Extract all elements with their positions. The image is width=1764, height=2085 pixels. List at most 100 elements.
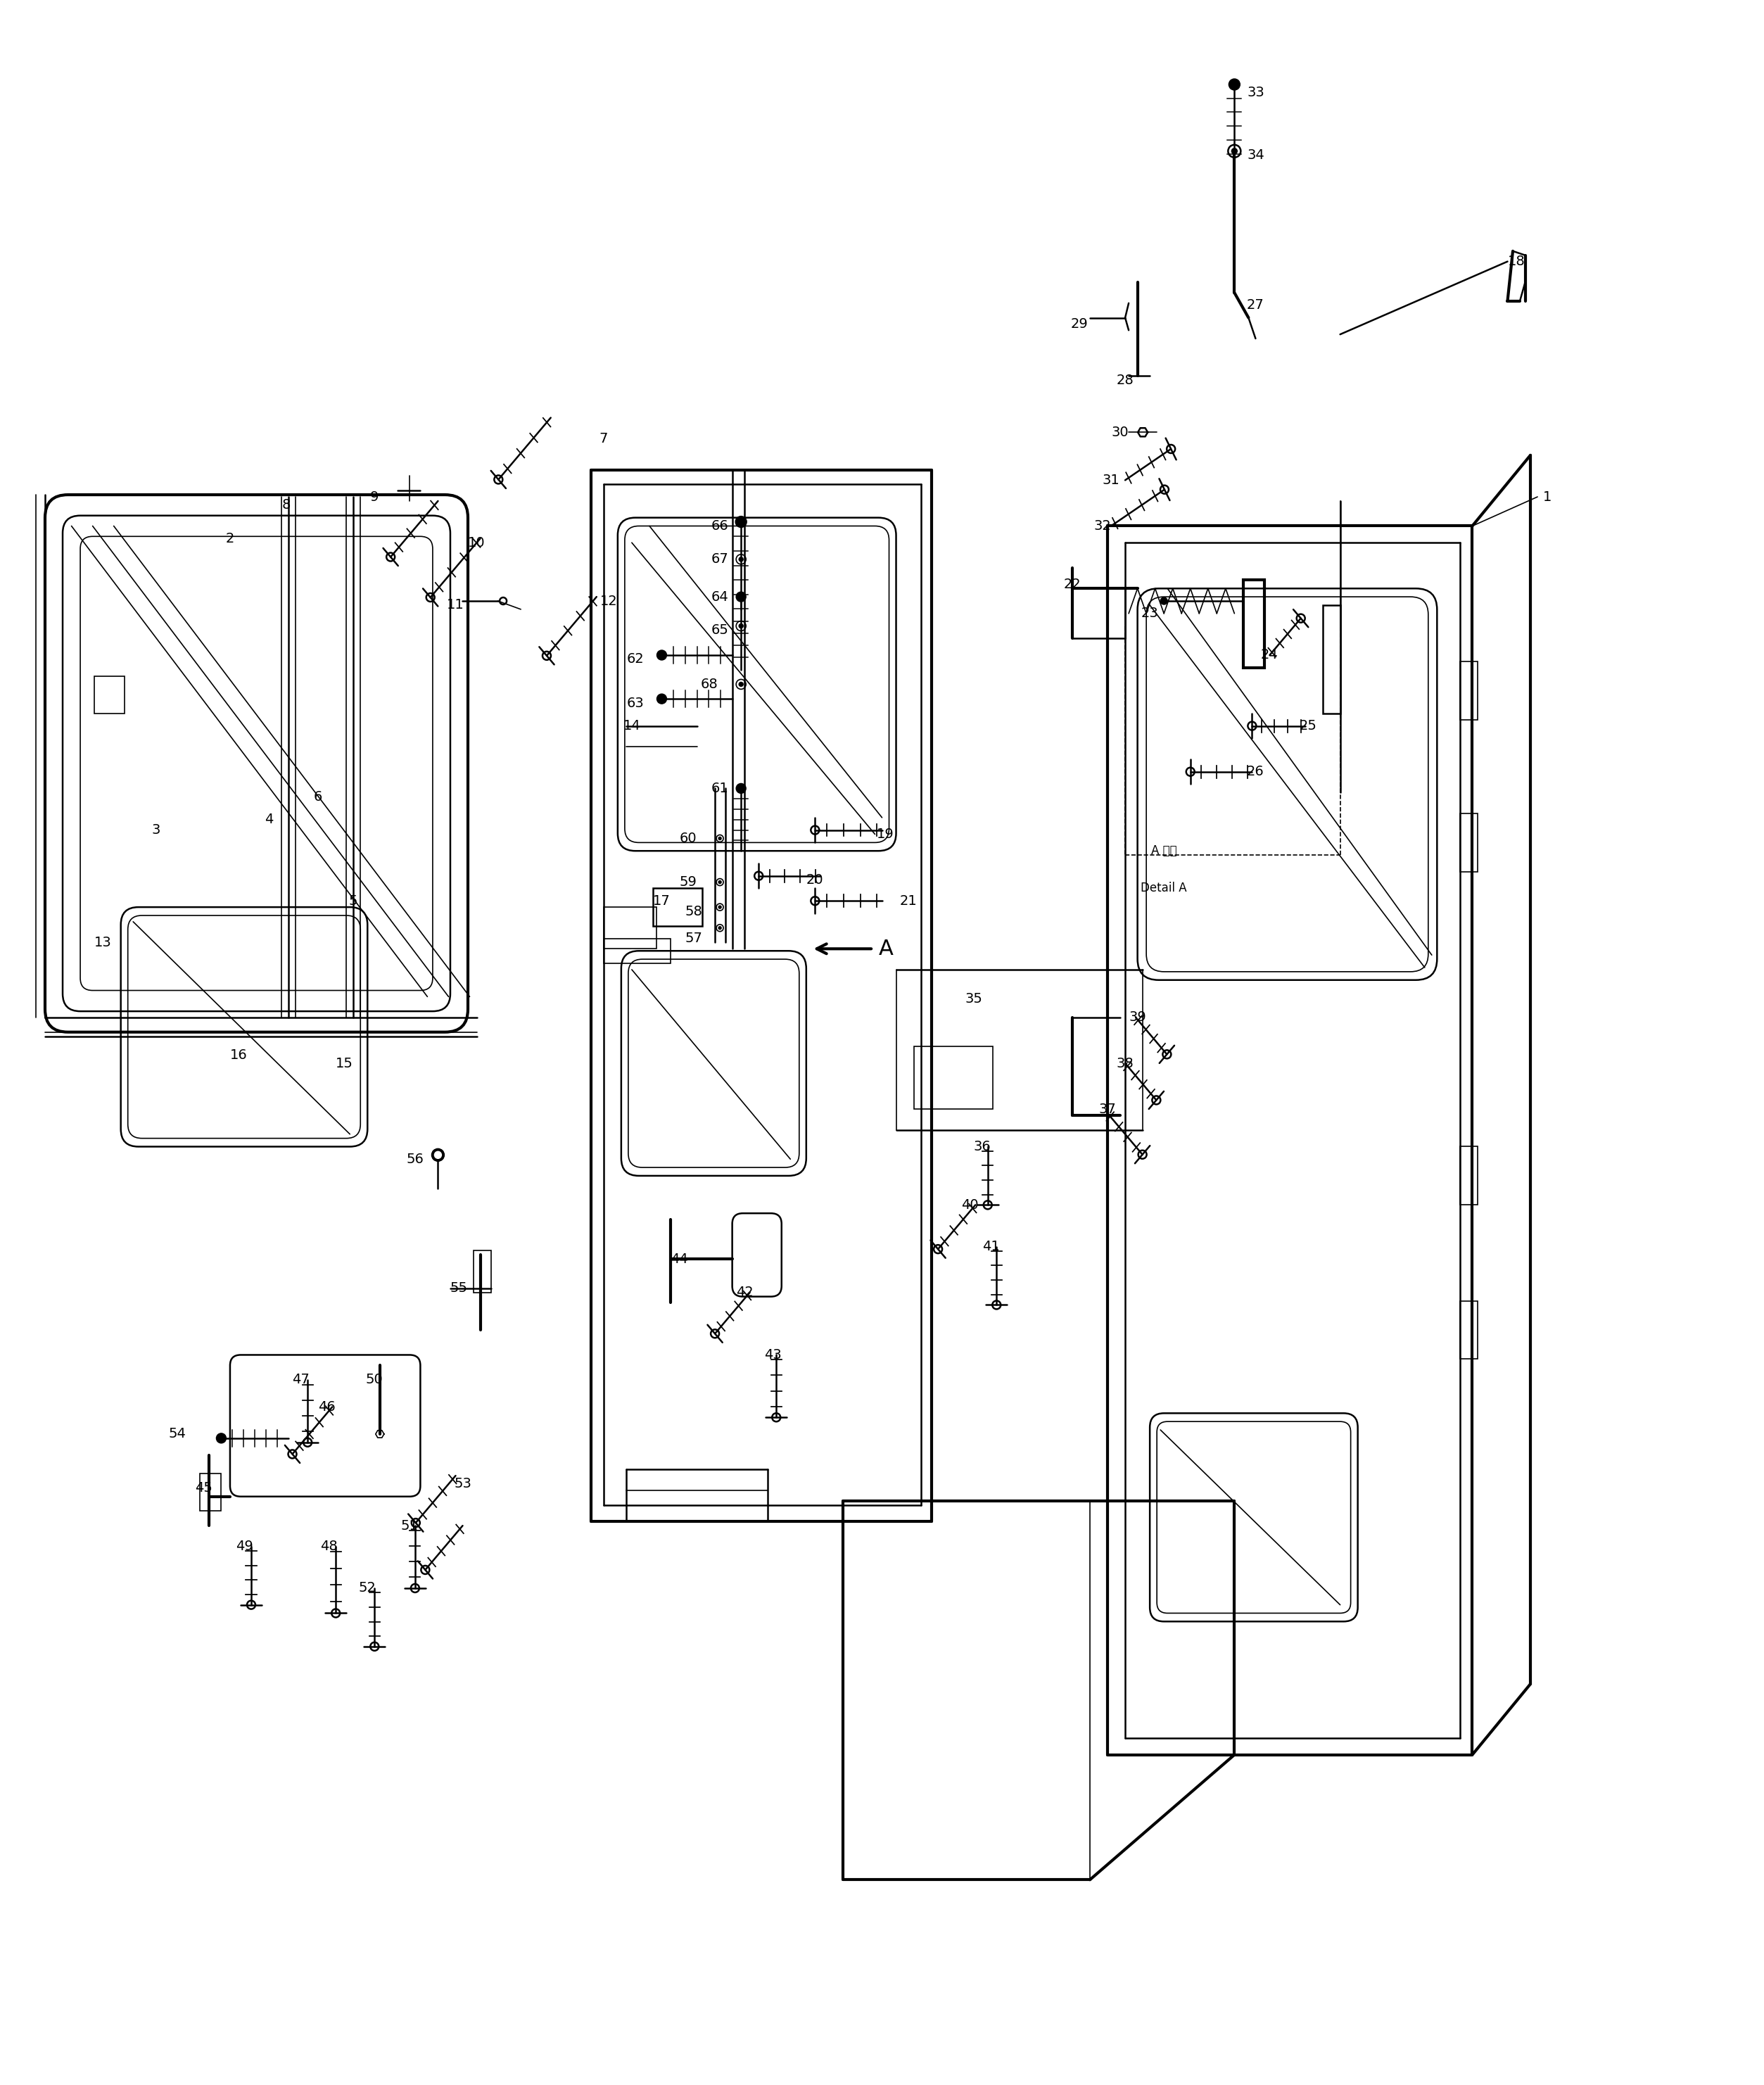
Bar xyxy=(653,888,702,926)
Text: 68: 68 xyxy=(700,678,718,690)
Text: 39: 39 xyxy=(1129,1011,1147,1024)
Text: 55: 55 xyxy=(450,1282,467,1295)
Text: 31: 31 xyxy=(1102,473,1120,488)
Circle shape xyxy=(739,623,743,628)
Bar xyxy=(1461,813,1478,872)
Text: 8: 8 xyxy=(282,498,291,511)
Bar xyxy=(473,1251,490,1293)
Text: 24: 24 xyxy=(1261,648,1279,661)
Circle shape xyxy=(217,1432,226,1443)
Circle shape xyxy=(656,651,667,661)
Text: 62: 62 xyxy=(626,653,644,665)
Text: 43: 43 xyxy=(764,1349,781,1362)
Text: 61: 61 xyxy=(711,782,729,794)
Text: 36: 36 xyxy=(974,1140,991,1153)
Text: 2: 2 xyxy=(226,532,235,544)
Text: 13: 13 xyxy=(95,936,111,949)
Text: 46: 46 xyxy=(318,1401,335,1414)
Text: 28: 28 xyxy=(1117,373,1134,388)
Text: A: A xyxy=(878,938,893,959)
Text: 47: 47 xyxy=(291,1374,309,1387)
Text: 49: 49 xyxy=(235,1541,252,1553)
Text: 12: 12 xyxy=(600,594,617,607)
Text: Detail A: Detail A xyxy=(1141,882,1187,894)
Text: 1: 1 xyxy=(1544,490,1552,502)
Text: 60: 60 xyxy=(679,832,697,844)
Text: 50: 50 xyxy=(365,1374,383,1387)
Circle shape xyxy=(718,905,721,909)
Text: 21: 21 xyxy=(900,894,917,907)
Text: 7: 7 xyxy=(600,432,609,446)
Text: 33: 33 xyxy=(1247,85,1265,100)
Text: 65: 65 xyxy=(711,623,729,636)
Circle shape xyxy=(718,880,721,884)
Text: 3: 3 xyxy=(152,824,161,836)
Text: 67: 67 xyxy=(711,553,729,565)
Text: 38: 38 xyxy=(1117,1057,1134,1070)
Text: 26: 26 xyxy=(1247,765,1265,778)
Bar xyxy=(1461,1147,1478,1205)
Text: 54: 54 xyxy=(168,1428,185,1441)
Bar xyxy=(1461,1301,1478,1359)
Text: 41: 41 xyxy=(983,1241,1000,1253)
Text: 10: 10 xyxy=(467,536,485,548)
Bar xyxy=(1323,605,1341,713)
Text: 32: 32 xyxy=(1094,519,1111,532)
Text: 9: 9 xyxy=(370,490,379,502)
Text: 30: 30 xyxy=(1111,425,1129,440)
Text: 20: 20 xyxy=(806,874,824,886)
Circle shape xyxy=(718,836,721,840)
Circle shape xyxy=(656,694,667,705)
Text: A 詳細: A 詳細 xyxy=(1152,844,1177,857)
Bar xyxy=(603,907,656,949)
Text: 15: 15 xyxy=(335,1057,353,1070)
Text: 59: 59 xyxy=(679,876,697,888)
Text: 52: 52 xyxy=(358,1583,376,1595)
Text: 48: 48 xyxy=(319,1541,337,1553)
Circle shape xyxy=(736,592,746,603)
Text: 5: 5 xyxy=(349,894,358,907)
Bar xyxy=(1244,580,1265,667)
Text: 42: 42 xyxy=(736,1286,753,1299)
Circle shape xyxy=(739,682,743,686)
Text: 25: 25 xyxy=(1300,719,1318,732)
Text: 4: 4 xyxy=(265,813,273,826)
Text: 44: 44 xyxy=(670,1253,688,1266)
Text: 56: 56 xyxy=(406,1153,423,1166)
Bar xyxy=(93,676,123,713)
Circle shape xyxy=(739,557,743,561)
Circle shape xyxy=(434,1151,441,1159)
Circle shape xyxy=(432,1149,445,1161)
Text: 35: 35 xyxy=(965,992,983,1005)
Bar xyxy=(914,1047,993,1109)
Circle shape xyxy=(718,926,721,930)
Text: 53: 53 xyxy=(453,1478,471,1491)
Bar xyxy=(603,938,670,963)
Text: 27: 27 xyxy=(1247,298,1265,313)
Text: 23: 23 xyxy=(1141,607,1159,619)
Text: 11: 11 xyxy=(446,598,464,611)
Circle shape xyxy=(736,517,746,528)
Text: 66: 66 xyxy=(711,519,729,532)
Bar xyxy=(199,1474,221,1512)
Text: 57: 57 xyxy=(684,932,702,945)
Text: 37: 37 xyxy=(1099,1103,1117,1115)
Text: 58: 58 xyxy=(684,905,702,917)
Circle shape xyxy=(1230,79,1240,90)
Text: 51: 51 xyxy=(400,1520,418,1532)
Circle shape xyxy=(736,784,746,792)
Text: 34: 34 xyxy=(1247,148,1265,163)
Text: 40: 40 xyxy=(961,1199,979,1211)
Text: 22: 22 xyxy=(1064,578,1081,590)
Text: 14: 14 xyxy=(623,719,640,732)
Text: 17: 17 xyxy=(653,894,670,907)
Text: 6: 6 xyxy=(314,790,323,803)
Text: 19: 19 xyxy=(877,828,894,840)
Text: 29: 29 xyxy=(1071,317,1088,332)
Text: 64: 64 xyxy=(711,590,729,603)
Circle shape xyxy=(1161,598,1168,605)
Text: 16: 16 xyxy=(229,1049,247,1061)
Circle shape xyxy=(1231,148,1237,154)
Text: 63: 63 xyxy=(626,696,644,709)
Bar xyxy=(1461,661,1478,719)
